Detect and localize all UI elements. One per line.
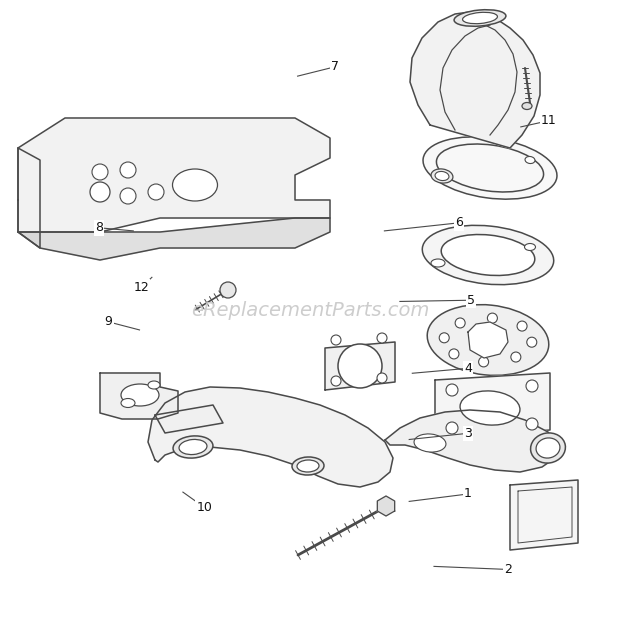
Ellipse shape — [435, 171, 449, 181]
Polygon shape — [468, 322, 508, 358]
Text: 8: 8 — [95, 221, 103, 235]
Circle shape — [527, 337, 537, 347]
Ellipse shape — [522, 103, 532, 110]
Ellipse shape — [525, 243, 536, 251]
Ellipse shape — [179, 439, 207, 454]
Polygon shape — [18, 218, 330, 260]
Circle shape — [446, 384, 458, 396]
Polygon shape — [155, 405, 223, 433]
Ellipse shape — [423, 137, 557, 199]
Ellipse shape — [463, 12, 497, 24]
Ellipse shape — [436, 144, 544, 192]
Polygon shape — [148, 387, 393, 487]
Circle shape — [526, 380, 538, 392]
Circle shape — [90, 182, 110, 202]
Polygon shape — [18, 118, 330, 232]
Text: 7: 7 — [331, 60, 339, 74]
Ellipse shape — [536, 438, 560, 458]
Ellipse shape — [148, 381, 160, 389]
Text: 11: 11 — [541, 114, 557, 128]
Text: 1: 1 — [464, 487, 472, 501]
Circle shape — [220, 282, 236, 298]
Circle shape — [338, 344, 382, 388]
Polygon shape — [18, 148, 40, 248]
Polygon shape — [435, 373, 550, 438]
Ellipse shape — [292, 457, 324, 475]
Text: eReplacementParts.com: eReplacementParts.com — [191, 300, 429, 319]
Text: 12: 12 — [133, 280, 149, 294]
Circle shape — [511, 352, 521, 362]
Text: 2: 2 — [505, 563, 512, 576]
Polygon shape — [510, 480, 578, 550]
Ellipse shape — [525, 157, 535, 163]
Ellipse shape — [422, 225, 554, 285]
Polygon shape — [378, 496, 395, 516]
Polygon shape — [100, 373, 178, 419]
Circle shape — [449, 349, 459, 359]
Ellipse shape — [454, 10, 506, 26]
Text: 5: 5 — [467, 293, 475, 307]
Text: 10: 10 — [197, 501, 213, 514]
Ellipse shape — [531, 433, 565, 463]
Ellipse shape — [173, 436, 213, 458]
Text: 9: 9 — [105, 315, 112, 329]
Circle shape — [120, 162, 136, 178]
Ellipse shape — [297, 460, 319, 472]
Ellipse shape — [427, 305, 549, 375]
Ellipse shape — [172, 169, 218, 201]
Circle shape — [446, 422, 458, 434]
Ellipse shape — [121, 399, 135, 407]
Circle shape — [487, 313, 497, 323]
Circle shape — [377, 333, 387, 343]
Circle shape — [120, 188, 136, 204]
Ellipse shape — [441, 235, 535, 275]
Ellipse shape — [431, 259, 445, 267]
Text: 4: 4 — [464, 361, 472, 375]
Text: 6: 6 — [455, 216, 463, 230]
Circle shape — [526, 418, 538, 430]
Circle shape — [331, 335, 341, 345]
Text: 3: 3 — [464, 426, 472, 440]
Circle shape — [517, 321, 527, 331]
Circle shape — [148, 184, 164, 200]
Ellipse shape — [121, 384, 159, 406]
Circle shape — [92, 164, 108, 180]
Ellipse shape — [431, 169, 453, 183]
Circle shape — [439, 333, 450, 343]
Circle shape — [455, 318, 465, 328]
Polygon shape — [325, 342, 395, 390]
Circle shape — [377, 373, 387, 383]
Ellipse shape — [414, 434, 446, 452]
Ellipse shape — [460, 391, 520, 425]
Polygon shape — [410, 12, 540, 148]
Polygon shape — [385, 410, 558, 472]
Circle shape — [331, 376, 341, 386]
Circle shape — [479, 357, 489, 367]
